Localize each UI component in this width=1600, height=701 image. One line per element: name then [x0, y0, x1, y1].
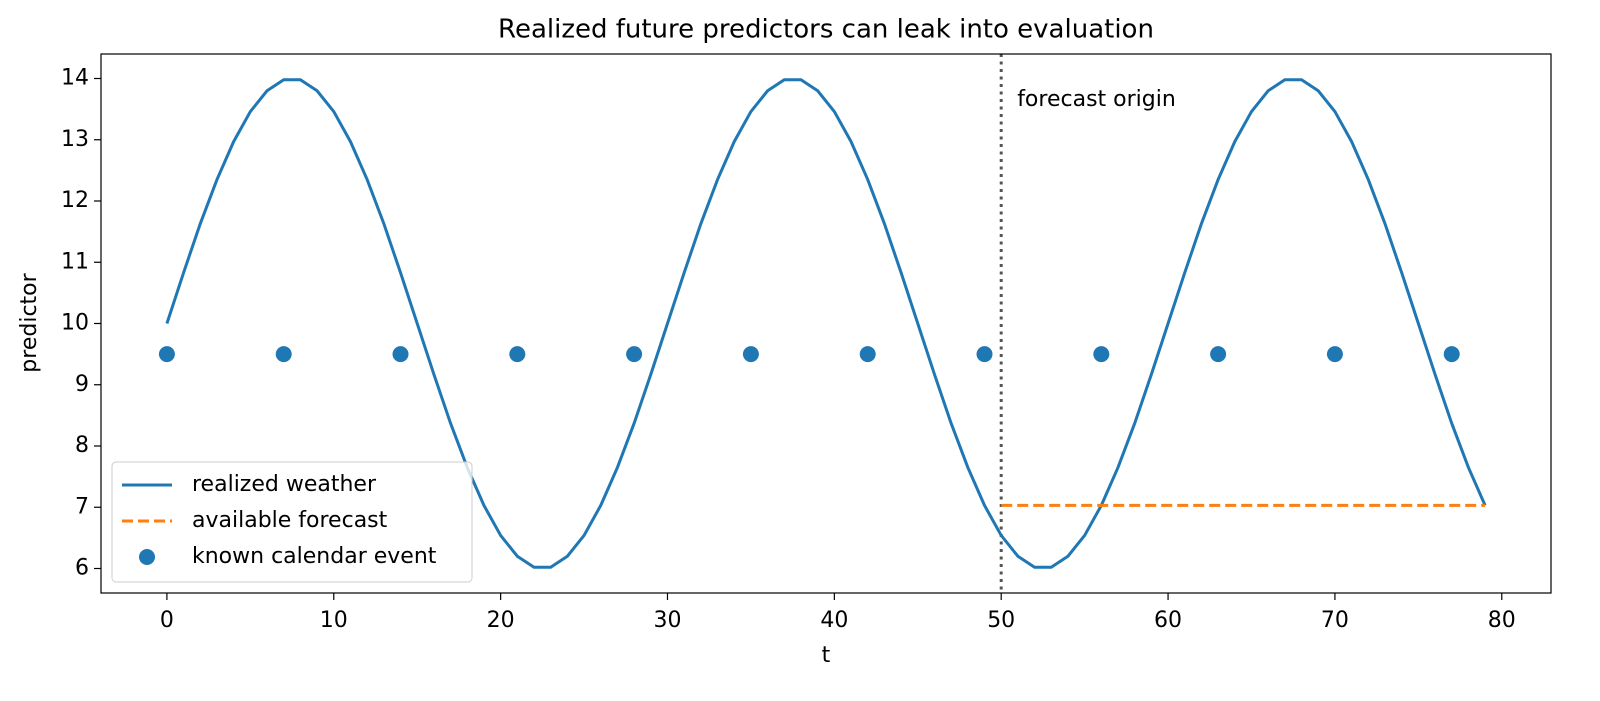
- y-tick-label: 13: [61, 127, 89, 152]
- chart-title: Realized future predictors can leak into…: [498, 15, 1154, 45]
- x-tick-label: 0: [160, 608, 174, 633]
- data-line: [165, 78, 1487, 569]
- y-tick-label: 7: [75, 494, 89, 519]
- legend-label: available forecast: [192, 508, 388, 533]
- y-tick-label: 9: [75, 372, 89, 397]
- scatter-point: [1326, 346, 1343, 363]
- y-tick-label: 8: [75, 433, 89, 458]
- x-tick-label: 10: [320, 608, 348, 633]
- x-tick-label: 80: [1488, 608, 1516, 633]
- y-axis-label: predictor: [17, 272, 42, 372]
- scatter-point: [1443, 346, 1460, 363]
- y-tick-label: 11: [61, 249, 89, 274]
- legend-label: known calendar event: [192, 544, 437, 569]
- y-tick-label: 6: [75, 556, 89, 581]
- x-tick-label: 20: [487, 608, 515, 633]
- scatter-point: [742, 346, 759, 363]
- x-tick-label: 60: [1154, 608, 1182, 633]
- scatter-point: [392, 346, 409, 363]
- x-tick-label: 70: [1321, 608, 1349, 633]
- scatter-point: [158, 346, 175, 363]
- scatter-point: [976, 346, 993, 363]
- legend-label: realized weather: [192, 472, 377, 497]
- scatter-point: [626, 346, 643, 363]
- legend-box: [111, 461, 473, 583]
- x-tick-label: 50: [987, 608, 1015, 633]
- y-tick-label: 10: [61, 311, 89, 336]
- scatter-point: [1210, 346, 1227, 363]
- x-axis-label: t: [822, 643, 831, 668]
- legend: realized weather available forecast known …: [111, 461, 473, 583]
- plot-frame: [100, 53, 1552, 594]
- scatter-point: [1093, 346, 1110, 363]
- x-tick-label: 30: [653, 608, 681, 633]
- x-tick-label: 40: [820, 608, 848, 633]
- scatter-point: [509, 346, 526, 363]
- y-tick-label: 14: [61, 66, 89, 91]
- scatter-point: [859, 346, 876, 363]
- annotation: forecast origin: [1017, 87, 1176, 112]
- scatter-point: [275, 346, 292, 363]
- legend-marker: [139, 549, 155, 565]
- y-tick-label: 12: [61, 188, 89, 213]
